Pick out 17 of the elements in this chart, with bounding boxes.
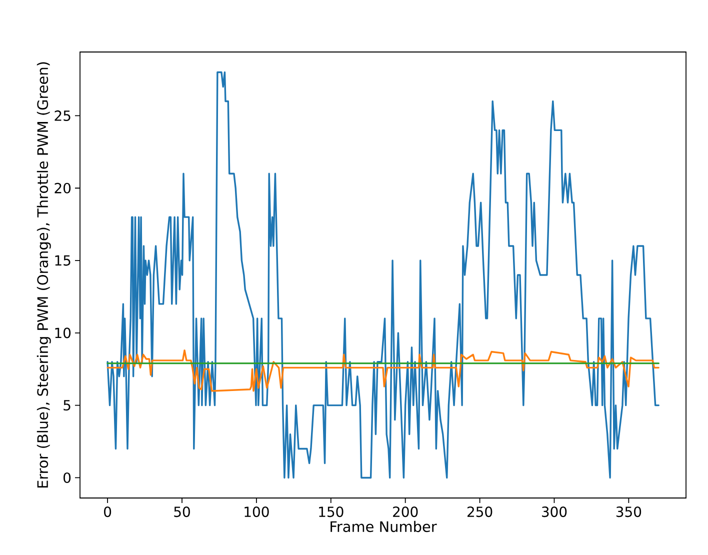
y-tick-label: 20 [54,182,71,194]
x-tick-label: 350 [616,506,642,518]
x-tick-label: 150 [319,506,344,518]
y-tick-label: 0 [64,472,71,484]
y-axis-title: Error (Blue), Steering PWM (Orange), Throttle PWM (Green) [36,62,51,488]
y-tick-label: 5 [64,400,70,411]
x-tick-label: 100 [244,506,269,518]
x-axis-title: Frame Number [330,520,437,532]
y-tick-label: 10 [55,328,71,338]
x-tick-label: 250 [467,506,492,518]
x-tick-label: 50 [174,506,190,518]
x-tick-label: 0 [104,506,112,518]
x-tick-label: 300 [542,506,567,518]
y-tick-label: 15 [55,255,70,266]
x-tick-label: 200 [393,506,418,518]
y-tick-label: 25 [54,110,70,121]
line-series [106,71,660,479]
